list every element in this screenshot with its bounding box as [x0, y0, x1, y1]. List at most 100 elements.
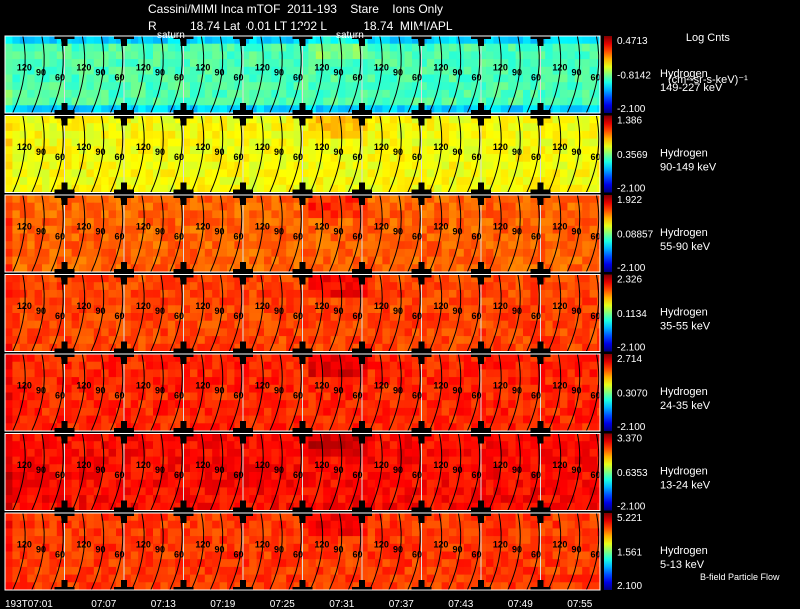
- heat-cell: [412, 146, 420, 155]
- heat-cell: [227, 336, 235, 345]
- heat-cell: [330, 248, 339, 258]
- heat-cell: [574, 289, 583, 299]
- heat-cell: [486, 195, 494, 204]
- heat-cell: [278, 433, 287, 442]
- heat-cell: [116, 138, 124, 147]
- heat-cell: [249, 43, 258, 52]
- heat-cell: [167, 241, 176, 250]
- heat-cell: [71, 74, 80, 83]
- heat-cell: [27, 392, 36, 401]
- heat-cell: [574, 354, 583, 363]
- heat-cell: [138, 89, 147, 99]
- heat-cell: [123, 218, 132, 227]
- heat-cell: [560, 195, 568, 204]
- heat-cell: [219, 74, 228, 83]
- heat-cell: [382, 218, 391, 227]
- heat-cell: [589, 105, 598, 113]
- heat-cell: [34, 400, 43, 409]
- heat-cell: [175, 36, 184, 45]
- heat-cell: [434, 177, 443, 186]
- heat-cell: [597, 400, 600, 409]
- heat-cell: [101, 184, 110, 193]
- heat-cell: [382, 392, 391, 401]
- heat-cell: [49, 146, 58, 155]
- heat-cell: [500, 36, 509, 45]
- heat-cell: [552, 97, 561, 106]
- heat-cell: [471, 36, 480, 45]
- heat-cell: [175, 407, 184, 417]
- heat-cell: [116, 177, 124, 186]
- heat-cell: [264, 282, 272, 291]
- heat-cell: [286, 415, 295, 424]
- heat-cell: [175, 256, 184, 265]
- heat-cell: [204, 138, 213, 147]
- heat-cell: [64, 415, 73, 424]
- heat-cell: [315, 74, 324, 83]
- heat-cell: [293, 184, 302, 193]
- contour-label: 120: [76, 381, 91, 391]
- heat-cell: [182, 354, 191, 363]
- colorbar: [604, 115, 612, 193]
- heat-cell: [345, 115, 354, 124]
- heat-cell: [486, 233, 494, 242]
- heat-cell: [478, 43, 487, 52]
- heat-cell: [286, 195, 295, 204]
- contour-line: [31, 35, 45, 114]
- heat-cell: [486, 282, 494, 291]
- heat-cell: [463, 184, 472, 193]
- heat-cell: [441, 433, 450, 442]
- heat-cell: [101, 225, 110, 234]
- heat-cell: [234, 423, 243, 431]
- heat-cell: [234, 210, 243, 219]
- heat-cell: [323, 464, 332, 473]
- heat-cell: [256, 210, 265, 219]
- contour-label: 60: [293, 311, 303, 321]
- heat-cell: [175, 354, 184, 363]
- heat-cell: [478, 361, 487, 370]
- heat-cell: [389, 241, 398, 250]
- heat-cell: [375, 218, 383, 227]
- heat-cell: [508, 361, 517, 370]
- heat-cell: [500, 313, 509, 322]
- heat-cell: [130, 361, 139, 370]
- heat-cell: [145, 36, 154, 45]
- heat-cell: [271, 282, 280, 291]
- heat-cell: [160, 256, 169, 265]
- heat-cell: [449, 305, 457, 314]
- heat-cell: [508, 59, 517, 68]
- heat-cell: [530, 177, 539, 186]
- heat-cell: [249, 146, 258, 155]
- heat-cell: [101, 241, 110, 250]
- heat-cell: [582, 282, 591, 291]
- heat-cell: [582, 123, 591, 132]
- heat-cell: [34, 97, 43, 106]
- heat-cell: [434, 105, 443, 113]
- heat-cell: [397, 184, 406, 193]
- heat-cell: [27, 82, 36, 91]
- heat-cell: [330, 313, 339, 322]
- heat-cell: [145, 297, 154, 306]
- heat-cell: [419, 313, 428, 322]
- heat-cell: [315, 97, 324, 106]
- heat-cell: [508, 123, 517, 132]
- heat-cell: [352, 400, 361, 409]
- heat-cell: [419, 305, 428, 314]
- heat-cell: [204, 89, 213, 99]
- heat-cell: [360, 138, 369, 147]
- heat-cell: [212, 146, 221, 155]
- heat-cell: [500, 328, 509, 337]
- heat-cell: [515, 456, 524, 465]
- heat-cell: [264, 105, 272, 113]
- heat-cell: [486, 51, 494, 60]
- heat-cell: [375, 328, 383, 337]
- heat-cell: [197, 264, 206, 272]
- heat-cell: [434, 154, 443, 163]
- heat-cell: [382, 202, 391, 211]
- heat-cell: [93, 289, 102, 299]
- heat-cell: [167, 328, 176, 337]
- heat-cell: [101, 146, 110, 155]
- contour-line: [566, 353, 581, 432]
- contour-label: 120: [552, 63, 567, 73]
- heat-cell: [352, 66, 361, 75]
- heat-cell: [345, 320, 354, 329]
